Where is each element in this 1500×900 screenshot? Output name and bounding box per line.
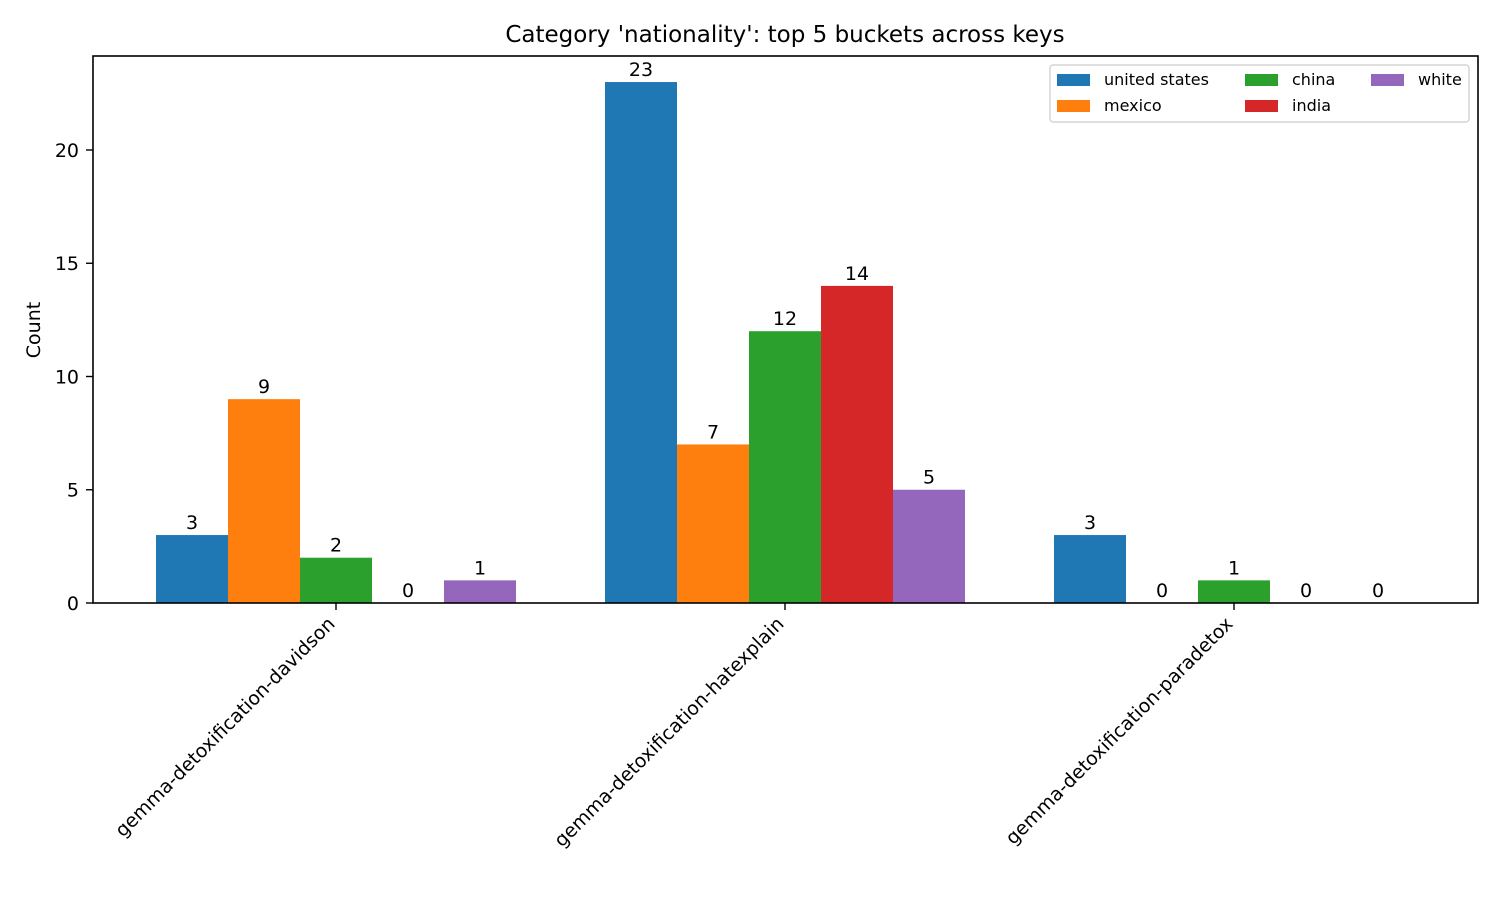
bar-value-label: 12 — [773, 308, 797, 330]
legend-swatch — [1245, 100, 1278, 112]
bar-united-states-1 — [605, 82, 677, 604]
legend-item-white: white — [1371, 70, 1462, 89]
legend-item-china: china — [1245, 70, 1335, 89]
y-tick-label: 15 — [55, 253, 79, 275]
legend-item-united-states: united states — [1057, 70, 1209, 89]
bar-value-label: 3 — [186, 512, 198, 534]
bar-value-label: 0 — [1300, 580, 1312, 602]
bar-united-states-2 — [1054, 535, 1126, 603]
bars-group — [156, 82, 1270, 604]
legend-label: china — [1292, 70, 1335, 89]
legend-label: india — [1292, 96, 1331, 115]
y-axis-label: Count — [23, 302, 45, 358]
bar-value-label: 7 — [707, 421, 719, 443]
legend-item-india: india — [1245, 96, 1331, 115]
bar-united-states-0 — [156, 535, 228, 603]
bar-mexico-1 — [677, 444, 749, 603]
plot-frame — [92, 55, 1479, 604]
bar-value-label: 0 — [1156, 580, 1168, 602]
bar-value-label: 1 — [474, 557, 486, 579]
bar-india-1 — [821, 285, 893, 603]
bar-value-label: 0 — [402, 580, 414, 602]
bar-value-label: 23 — [629, 59, 653, 81]
bar-value-label: 0 — [1372, 580, 1384, 602]
bar-value-label: 5 — [923, 467, 935, 489]
legend: united states mexico china india white — [1049, 64, 1470, 123]
bar-china-1 — [749, 331, 821, 603]
bar-value-label: 2 — [330, 535, 342, 557]
bar-white-1 — [893, 489, 965, 603]
legend-frame — [1049, 64, 1470, 123]
legend-label: mexico — [1104, 96, 1162, 115]
x-tick-label: gemma-detoxification-hatexplain — [550, 613, 789, 852]
chart-title: Category 'nationality': top 5 buckets ac… — [505, 22, 1064, 48]
bar-china-2 — [1198, 580, 1270, 603]
legend-item-mexico: mexico — [1057, 96, 1162, 115]
bar-china-0 — [300, 557, 372, 603]
bar-mexico-0 — [228, 399, 300, 603]
bar-value-label: 1 — [1228, 557, 1240, 579]
bar-white-0 — [444, 580, 516, 603]
bar-value-label: 14 — [845, 263, 869, 285]
y-tick-label: 5 — [67, 480, 79, 502]
y-tick-label: 0 — [67, 593, 79, 615]
legend-swatch — [1371, 74, 1404, 86]
legend-swatch — [1245, 74, 1278, 86]
bar-value-label: 9 — [258, 376, 270, 398]
x-tick-label: gemma-detoxification-davidson — [111, 613, 340, 842]
y-tick-label: 20 — [55, 140, 79, 162]
x-axis-ticks: gemma-detoxification-davidson gemma-detox… — [111, 603, 1238, 852]
legend-label: white — [1418, 70, 1462, 89]
bar-value-label: 3 — [1084, 512, 1096, 534]
legend-swatch — [1057, 74, 1090, 86]
legend-swatch — [1057, 100, 1090, 112]
legend-label: united states — [1104, 70, 1209, 89]
y-tick-label: 10 — [55, 366, 79, 388]
x-tick-label: gemma-detoxification-paradetox — [1001, 613, 1237, 849]
y-axis-ticks: 0 5 10 15 20 — [55, 140, 93, 615]
bar-labels-group: 3 9 2 0 1 23 7 12 14 5 3 0 1 0 0 — [186, 59, 1384, 602]
